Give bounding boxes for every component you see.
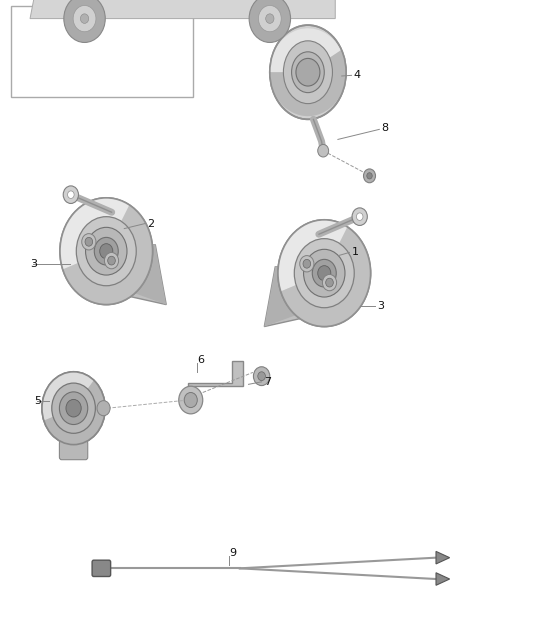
Text: 7: 7 xyxy=(264,377,271,387)
Ellipse shape xyxy=(292,51,324,92)
FancyBboxPatch shape xyxy=(92,560,111,577)
Circle shape xyxy=(97,401,110,416)
Text: 6: 6 xyxy=(197,355,204,365)
Circle shape xyxy=(304,249,345,297)
Circle shape xyxy=(82,234,96,250)
Polygon shape xyxy=(188,361,243,386)
Circle shape xyxy=(64,0,105,43)
Wedge shape xyxy=(60,198,130,269)
Polygon shape xyxy=(95,245,166,305)
Circle shape xyxy=(303,259,311,268)
Circle shape xyxy=(296,58,320,86)
Text: 9: 9 xyxy=(229,548,236,558)
Circle shape xyxy=(318,144,329,157)
Circle shape xyxy=(105,252,119,269)
Polygon shape xyxy=(123,245,166,305)
Bar xyxy=(11,6,193,97)
Circle shape xyxy=(81,14,89,23)
Polygon shape xyxy=(30,0,335,19)
Circle shape xyxy=(63,186,78,203)
Circle shape xyxy=(253,367,270,386)
Wedge shape xyxy=(44,381,105,445)
Wedge shape xyxy=(278,220,348,291)
Text: 8: 8 xyxy=(382,123,389,133)
Circle shape xyxy=(100,244,113,259)
Polygon shape xyxy=(264,267,335,327)
Circle shape xyxy=(249,0,290,43)
Wedge shape xyxy=(63,205,153,305)
Circle shape xyxy=(266,14,274,23)
Ellipse shape xyxy=(270,25,346,119)
Circle shape xyxy=(60,198,153,305)
Ellipse shape xyxy=(283,41,332,104)
Circle shape xyxy=(367,173,372,179)
Circle shape xyxy=(179,386,203,414)
Wedge shape xyxy=(42,372,94,421)
Circle shape xyxy=(85,237,93,246)
Wedge shape xyxy=(270,50,346,116)
Polygon shape xyxy=(436,551,450,564)
Circle shape xyxy=(294,239,354,308)
Circle shape xyxy=(312,259,336,287)
Circle shape xyxy=(76,217,136,286)
Circle shape xyxy=(352,208,367,225)
Circle shape xyxy=(318,266,331,281)
Circle shape xyxy=(108,256,116,265)
Circle shape xyxy=(258,6,281,32)
Circle shape xyxy=(278,220,371,327)
Wedge shape xyxy=(281,227,371,327)
Text: 3: 3 xyxy=(30,259,37,269)
Text: 1: 1 xyxy=(352,247,359,257)
Circle shape xyxy=(66,399,81,417)
Text: 4: 4 xyxy=(354,70,361,80)
Circle shape xyxy=(59,392,88,425)
Wedge shape xyxy=(270,28,341,72)
Circle shape xyxy=(42,372,105,445)
Circle shape xyxy=(94,237,118,265)
Text: 3: 3 xyxy=(377,301,384,311)
Text: 2: 2 xyxy=(147,219,154,229)
Circle shape xyxy=(364,169,376,183)
Circle shape xyxy=(356,213,363,220)
Circle shape xyxy=(52,383,95,433)
Circle shape xyxy=(258,372,265,381)
Circle shape xyxy=(184,392,197,408)
Circle shape xyxy=(300,256,314,272)
Polygon shape xyxy=(436,573,450,585)
Circle shape xyxy=(326,278,334,287)
Polygon shape xyxy=(264,267,308,327)
Circle shape xyxy=(68,191,74,198)
Circle shape xyxy=(73,6,96,32)
Circle shape xyxy=(323,274,337,291)
Text: 5: 5 xyxy=(34,396,41,406)
FancyBboxPatch shape xyxy=(59,441,88,460)
Circle shape xyxy=(86,227,127,275)
